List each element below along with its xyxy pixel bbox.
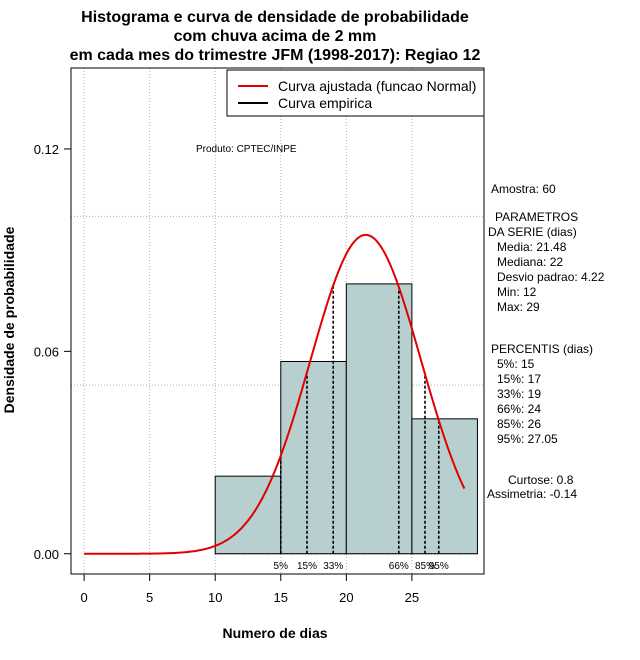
side-mean: Media: 21.48 [497,240,567,254]
side-params-title-1: PARAMETROS [495,210,578,224]
percentile-label-66%: 66% [389,561,409,572]
chart-title-line-2: com chuva acima de 2 mm [174,28,377,45]
side-sd: Desvio padrao: 4.22 [497,270,605,284]
side-p5: 5%: 15 [497,357,535,371]
x-tick-label-4: 20 [339,590,353,605]
x-tick-label-0: 0 [80,590,87,605]
histogram-bar-1 [280,360,347,555]
side-max: Max: 29 [497,300,540,314]
histogram-bar-2 [345,283,413,555]
x-tick-label-1: 5 [146,590,153,605]
legend-label-fitted: Curva ajustada (funcao Normal) [278,78,476,94]
percentile-label-5%: 5% [274,561,289,572]
side-median: Mediana: 22 [497,255,563,269]
y-axis-label: Densidade de probabilidade [1,226,17,413]
side-kurtosis: Curtose: 0.8 [508,473,574,487]
legend-label-empirical: Curva empirica [278,95,372,111]
percentile-label-15%: 15% [297,561,317,572]
plot-border [70,67,485,575]
y-tick-label-1: 0.06 [34,344,59,359]
percentile-label-85%: 85% [415,561,435,572]
legend-box [226,69,485,117]
chart-title-line-3: em cada mes do trimestre JFM (1998-2017)… [70,47,481,64]
percentile-label-95%: 95% [429,561,449,572]
fitted-normal-curve [84,233,466,555]
side-p66: 66%: 24 [497,402,541,416]
chart-title-line-1: Histograma e curva de densidade de proba… [81,9,469,26]
side-p15: 15%: 17 [497,372,541,386]
legend: Curva ajustada (funcao Normal) Curva emp… [226,69,485,117]
x-tick-label-2: 10 [208,590,222,605]
x-tick-label-5: 25 [405,590,419,605]
x-axis-label: Numero de dias [222,625,327,641]
y-tick-label-0: 0.00 [34,547,59,562]
percentile-label-33%: 33% [323,561,343,572]
side-p85: 85%: 26 [497,417,541,431]
side-min: Min: 12 [497,285,537,299]
side-panel: Amostra: 60 PARAMETROS DA SERIE (dias) M… [487,182,605,501]
side-skewness: Assimetria: -0.14 [487,487,577,501]
x-tick-label-3: 15 [274,590,288,605]
product-label: Produto: CPTEC/INPE [196,144,297,155]
side-p33: 33%: 19 [497,387,541,401]
side-sample: Amostra: 60 [491,182,556,196]
side-params-title-2: DA SERIE (dias) [488,225,577,239]
side-p95: 95%: 27.05 [497,432,558,446]
y-tick-label-2: 0.12 [34,142,59,157]
plot-area: 5% 15% 33% 66% 85%95% 0 5 10 15 20 25 0.00 0.06 0.12 [34,67,485,605]
side-percentiles-title: PERCENTIS (dias) [491,342,593,356]
